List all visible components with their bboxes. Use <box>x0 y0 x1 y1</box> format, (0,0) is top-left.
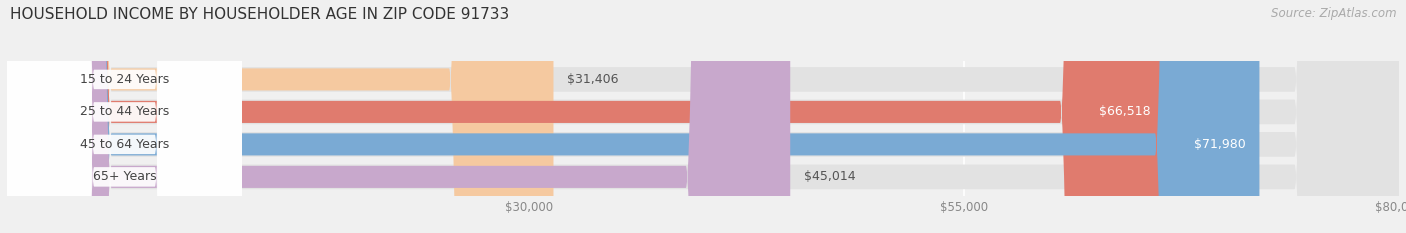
FancyBboxPatch shape <box>7 0 1399 233</box>
Text: $71,980: $71,980 <box>1194 138 1246 151</box>
Text: 45 to 64 Years: 45 to 64 Years <box>80 138 169 151</box>
Text: $31,406: $31,406 <box>568 73 619 86</box>
FancyBboxPatch shape <box>7 0 1164 233</box>
FancyBboxPatch shape <box>7 0 790 233</box>
Text: 25 to 44 Years: 25 to 44 Years <box>80 105 169 118</box>
FancyBboxPatch shape <box>7 0 242 233</box>
FancyBboxPatch shape <box>7 0 1260 233</box>
FancyBboxPatch shape <box>7 0 242 233</box>
FancyBboxPatch shape <box>7 0 1399 233</box>
FancyBboxPatch shape <box>7 0 1399 233</box>
Text: Source: ZipAtlas.com: Source: ZipAtlas.com <box>1271 7 1396 20</box>
Text: HOUSEHOLD INCOME BY HOUSEHOLDER AGE IN ZIP CODE 91733: HOUSEHOLD INCOME BY HOUSEHOLDER AGE IN Z… <box>10 7 509 22</box>
FancyBboxPatch shape <box>7 0 554 233</box>
FancyBboxPatch shape <box>7 0 242 233</box>
Text: 65+ Years: 65+ Years <box>93 170 156 183</box>
Text: $45,014: $45,014 <box>804 170 856 183</box>
FancyBboxPatch shape <box>7 0 1399 233</box>
Text: 15 to 24 Years: 15 to 24 Years <box>80 73 169 86</box>
Text: $66,518: $66,518 <box>1099 105 1150 118</box>
FancyBboxPatch shape <box>7 0 242 233</box>
